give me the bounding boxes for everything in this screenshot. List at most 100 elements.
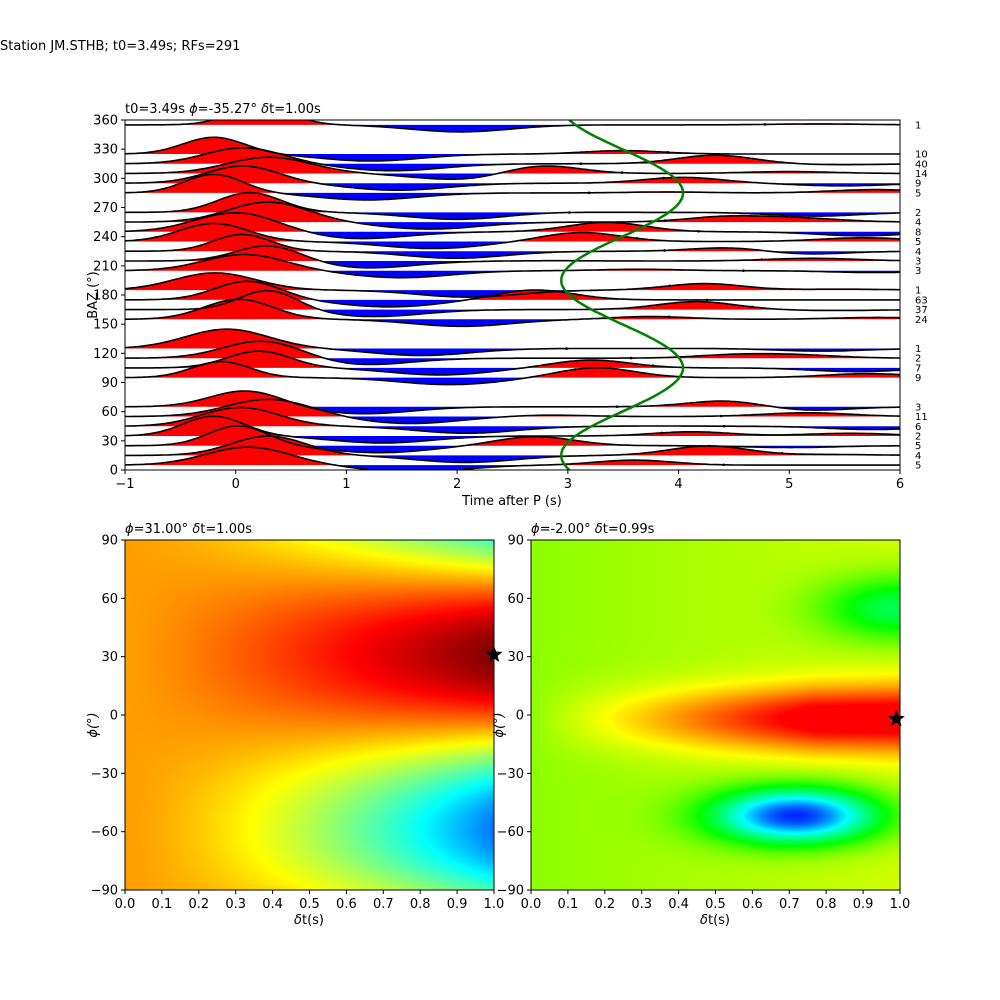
x-tick-label: 0.0 [521, 897, 542, 912]
y-tick-label: 30 [101, 434, 118, 449]
x-tick-label: 2 [453, 477, 461, 492]
rf-peak-dot [573, 368, 577, 371]
moveout-curve [560, 120, 685, 470]
bin-count-label: 9 [915, 373, 921, 384]
best-fit-star-right [887, 709, 905, 727]
x-tick-label: 0.2 [188, 897, 209, 912]
x-tick-label: 0.6 [336, 897, 357, 912]
y-tick-label: 30 [101, 650, 118, 665]
y-tick-label: 120 [93, 347, 118, 362]
x-tick-label: −1 [115, 477, 134, 492]
x-tick-label: 0.7 [373, 897, 394, 912]
bin-count-label: 2 [915, 354, 921, 365]
y-tick-label: −90 [91, 884, 118, 899]
x-tick-label: 4 [674, 477, 682, 492]
x-tick-label: 0.0 [115, 897, 136, 912]
rf-positive-fill [125, 290, 900, 310]
top-y-axis-label: BAZ (°) [86, 271, 101, 319]
rf-peak-dot [568, 211, 571, 214]
x-tick-label: 0 [232, 477, 240, 492]
rf-negative-fill [125, 183, 900, 191]
bin-count-label: 11 [915, 412, 928, 423]
x-tick-label: 0.4 [668, 897, 689, 912]
rf-positive-fill [125, 157, 900, 174]
rf-trace [125, 360, 900, 386]
rf-trace [125, 289, 900, 318]
x-tick-label: 1.0 [890, 897, 911, 912]
y-tick-label: 0 [110, 464, 118, 479]
bin-count-label: 24 [915, 315, 928, 326]
bin-count-label: 3 [915, 256, 921, 267]
x-tick-label: 0.4 [262, 897, 283, 912]
rf-trace [125, 435, 900, 464]
x-tick-label: 0.5 [705, 897, 726, 912]
rf-trace [125, 272, 900, 298]
y-tick-label: 0 [110, 709, 118, 724]
rf-peak-dot [667, 315, 670, 319]
y-tick-label: 60 [101, 592, 118, 607]
rf-negative-fill [125, 406, 900, 414]
rf-positive-fill [125, 399, 900, 417]
bin-count-label: 40 [915, 159, 928, 170]
x-tick-label: 0.9 [853, 897, 874, 912]
y-tick-label: 90 [101, 534, 118, 549]
y-tick-label: 330 [93, 143, 118, 158]
rf-trace-layer [125, 120, 900, 470]
rf-peak-dot [708, 444, 711, 448]
bin-count-label: 4 [915, 218, 921, 229]
y-tick-label: 150 [93, 318, 118, 333]
top-panel-title: t0=3.49s ϕ=-35.27° δt=1.00s [125, 102, 321, 117]
rf-peak-dot [620, 171, 624, 174]
rf-peak-dot [780, 452, 784, 455]
bin-count-label: 5 [915, 237, 921, 248]
bottom-right-panel: ϕ=-2.00° δt=0.99s 0.0 0.1 0.2 0.3 0.4 0.5 0.6 0… [492, 522, 910, 928]
rf-peak-dot [697, 230, 700, 233]
rf-peak-dot [663, 249, 666, 252]
rf-trace [125, 173, 900, 201]
rf-positive-fill [125, 299, 900, 320]
x-tick-label: 3 [564, 477, 572, 492]
bottom-left-y-axis-label: ϕ(°) [86, 712, 101, 737]
rf-trace [125, 136, 900, 162]
bin-count-label: 10 [915, 150, 928, 161]
bin-count-label: 1 [915, 344, 921, 355]
rf-positive-fill [125, 391, 900, 407]
x-tick-label: 0.7 [779, 897, 800, 912]
rf-trace [125, 406, 900, 434]
rf-trace [125, 446, 900, 470]
y-tick-label: −60 [497, 825, 524, 840]
rf-peak-dot [587, 191, 591, 195]
y-tick-label: 180 [93, 289, 118, 304]
rf-negative-fill [125, 377, 900, 385]
y-tick-label: −60 [91, 825, 118, 840]
x-tick-label: 5 [785, 477, 793, 492]
rf-positive-fill [125, 281, 900, 300]
rf-peak-dot [615, 405, 619, 409]
x-tick-label: 0.8 [410, 897, 431, 912]
rf-peak-markers [565, 123, 784, 467]
bin-count-label: 1 [915, 286, 921, 297]
rf-trace [125, 390, 900, 415]
rf-trace [125, 233, 900, 259]
x-tick-label: 1 [342, 477, 350, 492]
bin-count-label: 14 [915, 169, 928, 180]
top-y-ticks: 0 30 60 90 120 150 180 210 240 270 300 330 360 [93, 114, 125, 479]
rf-trace [125, 280, 900, 308]
y-tick-label: 0 [516, 709, 524, 724]
bin-count-label: 9 [915, 179, 921, 190]
bottom-right-x-ticks: 0.0 0.1 0.2 0.3 0.4 0.5 0.6 0.7 0.8 0.9 1.0 [521, 890, 911, 912]
y-tick-label: −30 [497, 767, 524, 782]
rf-peak-dot [666, 151, 670, 154]
misfit-heatmap-left [125, 540, 494, 890]
rf-trace [125, 245, 900, 269]
bin-count-label: 3 [915, 402, 921, 413]
rf-positive-fill [125, 436, 900, 456]
y-tick-label: 210 [93, 259, 118, 274]
rf-positive-fill [125, 120, 900, 125]
rf-trace [125, 298, 900, 328]
y-tick-label: 60 [101, 405, 118, 420]
misfit-heatmap-right [531, 540, 900, 890]
rf-trace [125, 222, 900, 250]
y-tick-label: 360 [93, 114, 118, 129]
